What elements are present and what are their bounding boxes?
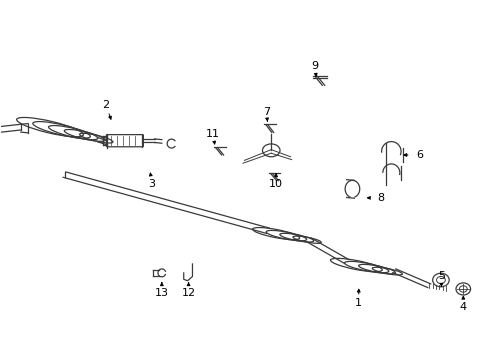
Text: 12: 12 [181,288,195,297]
Text: 13: 13 [155,288,168,297]
Text: 8: 8 [376,193,384,203]
Text: 7: 7 [262,107,269,117]
Text: 11: 11 [205,129,220,139]
Text: 1: 1 [355,298,362,308]
Text: 10: 10 [268,179,283,189]
Text: 9: 9 [311,61,318,71]
Text: 3: 3 [148,179,155,189]
Text: 6: 6 [415,150,422,160]
Text: 2: 2 [102,100,109,110]
Text: 5: 5 [437,271,444,282]
Text: 4: 4 [459,302,466,312]
